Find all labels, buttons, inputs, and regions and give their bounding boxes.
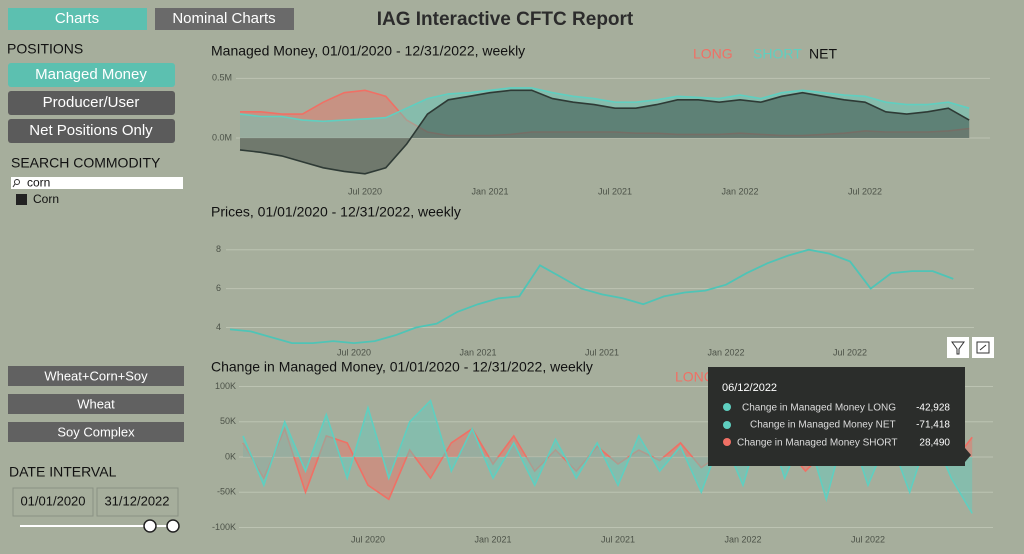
- slider-handle[interactable]: [166, 519, 180, 533]
- tooltip-dot: [723, 421, 731, 429]
- chart-title: Change in Managed Money, 01/01/2020 - 12…: [211, 359, 593, 375]
- tooltip-value: -42,928: [916, 403, 950, 414]
- x-tick-label: Jan 2022: [724, 534, 761, 544]
- focus-glyph: [976, 341, 990, 354]
- chart-title: Prices, 01/01/2020 - 12/31/2022, weekly: [211, 204, 461, 220]
- search-icon: [14, 179, 20, 185]
- section-label: DATE INTERVAL: [9, 464, 117, 480]
- group-button[interactable]: [8, 422, 184, 442]
- line: [229, 248, 954, 345]
- x-tick-label: Jul 2020: [337, 347, 371, 357]
- y-tick-label: -100K: [212, 522, 236, 532]
- y-tick-label: 50K: [220, 416, 236, 426]
- tab-button[interactable]: [155, 8, 294, 30]
- tooltip-box: [708, 367, 965, 466]
- legend-label: NET: [809, 46, 837, 62]
- date-from[interactable]: 01/01/2020: [20, 493, 85, 508]
- line: [239, 89, 970, 175]
- group-label[interactable]: Soy Complex: [57, 424, 135, 439]
- x-tick-label: Jul 2020: [348, 186, 382, 196]
- position-label[interactable]: Managed Money: [35, 66, 147, 83]
- legend-label: LONG: [693, 46, 733, 62]
- group-label[interactable]: Wheat+Corn+Soy: [44, 368, 148, 383]
- tab-button[interactable]: [8, 8, 147, 30]
- checkbox[interactable]: [16, 194, 27, 205]
- y-tick-label: 0.0M: [212, 132, 232, 142]
- area: [240, 90, 970, 174]
- y-tick-label: 0K: [225, 451, 236, 461]
- line: [240, 89, 970, 137]
- y-tick-label: 8: [216, 244, 221, 254]
- search-icon: [12, 183, 16, 188]
- line: [239, 87, 970, 123]
- x-tick-label: Jan 2021: [471, 186, 508, 196]
- group-button[interactable]: [8, 366, 184, 386]
- tooltip-pointer: [965, 448, 971, 462]
- area: [240, 90, 970, 139]
- position-button[interactable]: [8, 91, 175, 115]
- tooltip-label: Change in Managed Money NET: [750, 420, 896, 431]
- y-tick-label: 6: [216, 283, 221, 293]
- x-tick-label: Jul 2022: [848, 186, 882, 196]
- tooltip-dot: [723, 438, 731, 446]
- position-label[interactable]: Net Positions Only: [29, 122, 153, 139]
- position-button[interactable]: [8, 63, 175, 87]
- area: [243, 428, 973, 500]
- commodity-label[interactable]: Corn: [33, 192, 59, 206]
- x-tick-label: Jul 2022: [833, 347, 867, 357]
- y-tick-label: 100K: [215, 381, 236, 391]
- charts: Managed Money, 01/01/2020 - 12/31/2022, …: [211, 43, 993, 544]
- legend-label: LONG: [675, 369, 715, 385]
- slider-handle[interactable]: [143, 519, 157, 533]
- tooltip-date: 06/12/2022: [722, 382, 777, 394]
- x-tick-label: Jul 2021: [585, 347, 619, 357]
- tooltip-dot: [723, 403, 731, 411]
- x-tick-label: Jul 2022: [851, 534, 885, 544]
- chart-title: Managed Money, 01/01/2020 - 12/31/2022, …: [211, 43, 525, 59]
- section-label: POSITIONS: [7, 41, 83, 57]
- group-label[interactable]: Wheat: [77, 396, 115, 411]
- tooltip-label: Change in Managed Money SHORT: [737, 438, 897, 449]
- section-label: SEARCH COMMODITY: [11, 155, 161, 171]
- y-tick-label: 0.5M: [212, 73, 232, 83]
- filter-icon[interactable]: [947, 337, 969, 358]
- x-tick-label: Jan 2021: [474, 534, 511, 544]
- x-tick-label: Jul 2021: [598, 186, 632, 196]
- legend-label: SHORT: [753, 46, 802, 62]
- tab-label[interactable]: Nominal Charts: [172, 10, 275, 27]
- tooltip-label: Change in Managed Money LONG: [742, 403, 896, 414]
- search-box[interactable]: [11, 177, 183, 189]
- page-title: IAG Interactive CFTC Report: [377, 9, 634, 30]
- x-tick-label: Jan 2022: [707, 347, 744, 357]
- x-tick-label: Jul 2020: [351, 534, 385, 544]
- tab-label[interactable]: Charts: [55, 10, 99, 27]
- y-tick-label: 4: [216, 322, 221, 332]
- position-label[interactable]: Producer/User: [43, 94, 140, 111]
- x-tick-label: Jan 2021: [459, 347, 496, 357]
- position-button[interactable]: [8, 119, 175, 143]
- tooltip-value: 28,490: [919, 438, 950, 449]
- date-to[interactable]: 31/12/2022: [104, 493, 169, 508]
- x-tick-label: Jul 2021: [601, 534, 635, 544]
- y-tick-label: -50K: [217, 487, 236, 497]
- tooltip: 06/12/2022 Change in Managed Money LONG …: [708, 367, 971, 466]
- area: [243, 400, 973, 514]
- x-tick-label: Jan 2022: [721, 186, 758, 196]
- tooltip-value: -71,418: [916, 420, 950, 431]
- filter-glyph: [951, 341, 965, 355]
- search-query[interactable]: corn: [27, 176, 50, 190]
- date-box[interactable]: [12, 487, 94, 517]
- area: [240, 87, 970, 139]
- group-button[interactable]: [8, 394, 184, 414]
- date-box[interactable]: [96, 487, 179, 517]
